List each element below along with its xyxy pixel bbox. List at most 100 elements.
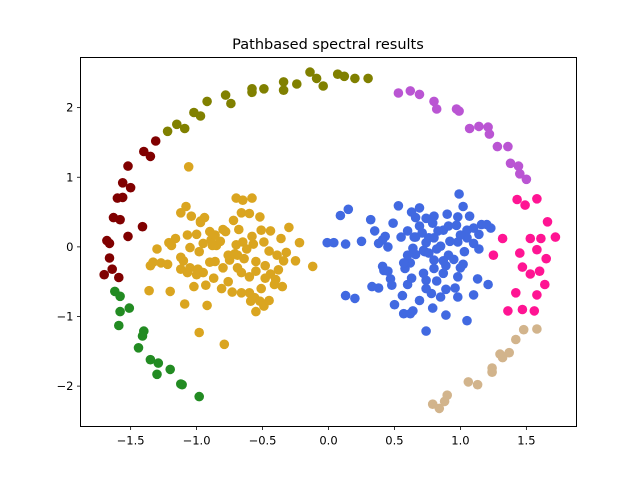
- scatter-point: [443, 221, 454, 231]
- scatter-point: [445, 236, 455, 247]
- scatter-point: [177, 379, 187, 390]
- scatter-point: [462, 315, 472, 326]
- scatter-point: [276, 233, 286, 244]
- scatter-point: [536, 233, 546, 244]
- scatter-point: [540, 279, 550, 290]
- scatter-point: [208, 273, 219, 284]
- scatter-point: [451, 220, 462, 231]
- y-tick-label: 1: [66, 170, 73, 184]
- scatter-point: [236, 288, 247, 298]
- scatter-point: [442, 209, 453, 219]
- scatter-point: [454, 189, 464, 199]
- scatter-point: [532, 290, 542, 300]
- scatter-point: [421, 326, 431, 336]
- scatter-point: [450, 283, 460, 293]
- scatter-point: [114, 272, 124, 283]
- scatter-point: [398, 258, 409, 268]
- scatter-point: [512, 194, 522, 205]
- scatter-point: [256, 283, 267, 294]
- scatter-point: [438, 255, 449, 266]
- scatter-point: [541, 253, 551, 264]
- x-tick-label: 0.0: [319, 434, 337, 448]
- scatter-point: [497, 233, 508, 244]
- scatter-point: [210, 256, 220, 267]
- scatter-point: [150, 136, 161, 146]
- scatter-point: [418, 268, 429, 279]
- scatter-point: [115, 291, 125, 302]
- scatter-point: [270, 274, 281, 285]
- scatter-point: [248, 239, 259, 249]
- scatter-point: [247, 84, 257, 94]
- scatter-point: [125, 182, 136, 193]
- scatter-point: [511, 334, 521, 345]
- scatter-point: [145, 354, 156, 365]
- scatter-point: [179, 123, 190, 134]
- scatter-point: [172, 119, 182, 130]
- scatter-point: [278, 255, 289, 266]
- scatter-point: [194, 327, 204, 338]
- scatter-point: [255, 212, 265, 222]
- x-tick-label: 1.5: [517, 434, 535, 448]
- scatter-point: [218, 263, 228, 273]
- scatter-point: [388, 218, 398, 228]
- scatter-point: [482, 219, 492, 230]
- scatter-point: [124, 303, 135, 313]
- scatter-point: [139, 146, 149, 157]
- x-tick-label: 1.0: [451, 434, 469, 448]
- scatter-point: [405, 86, 416, 96]
- scatter-point: [550, 232, 561, 242]
- scatter-point: [198, 238, 208, 249]
- scatter-point: [497, 352, 508, 363]
- scatter-point: [220, 90, 231, 100]
- scatter-point: [166, 240, 177, 251]
- scatter-point: [393, 88, 404, 98]
- scatter-point: [365, 214, 376, 225]
- scatter-point: [153, 358, 164, 368]
- scatter-point: [532, 324, 542, 334]
- scatter-point: [247, 193, 257, 203]
- scatter-point: [185, 242, 195, 253]
- scatter-point: [194, 246, 204, 257]
- scatter-point: [112, 193, 123, 203]
- scatter-point: [369, 226, 380, 236]
- scatter-point: [350, 73, 360, 84]
- scatter-point: [435, 292, 446, 302]
- scatter-point: [525, 233, 536, 244]
- scatter-point: [228, 215, 239, 226]
- scatter-point: [241, 244, 252, 254]
- scatter-point: [340, 290, 351, 301]
- scatter-point: [102, 235, 112, 246]
- y-tick-label: 2: [66, 101, 73, 115]
- scatter-point: [529, 306, 540, 316]
- scatter-point: [162, 259, 173, 270]
- scatter-point: [426, 288, 437, 299]
- scatter-point: [104, 253, 115, 263]
- scatter-point: [239, 253, 249, 264]
- scatter-point: [202, 300, 212, 311]
- scatter-point: [484, 129, 495, 139]
- scatter-point: [144, 285, 154, 296]
- scatter-point: [439, 396, 450, 407]
- scatter-point: [273, 265, 284, 275]
- scatter-point: [256, 225, 267, 235]
- scatter-point: [438, 268, 449, 279]
- scatter-point: [464, 211, 475, 221]
- scatter-point: [307, 261, 318, 272]
- scatter-point: [137, 331, 148, 341]
- scatter-point: [503, 141, 513, 152]
- scatter-point: [429, 263, 439, 274]
- scatter-point: [145, 260, 156, 271]
- scatter-point: [99, 269, 109, 280]
- scatter-point: [427, 218, 438, 228]
- scatter-point: [251, 306, 261, 317]
- scatter-point: [356, 236, 367, 247]
- scatter-point: [179, 299, 190, 309]
- scatter-point: [468, 238, 479, 249]
- scatter-point: [226, 98, 236, 109]
- scatter-point: [505, 158, 516, 169]
- scatter-point: [199, 212, 210, 223]
- scatter-point: [488, 250, 499, 260]
- scatter-point: [265, 226, 276, 236]
- scatter-point: [343, 204, 354, 215]
- scatter-point: [244, 208, 255, 219]
